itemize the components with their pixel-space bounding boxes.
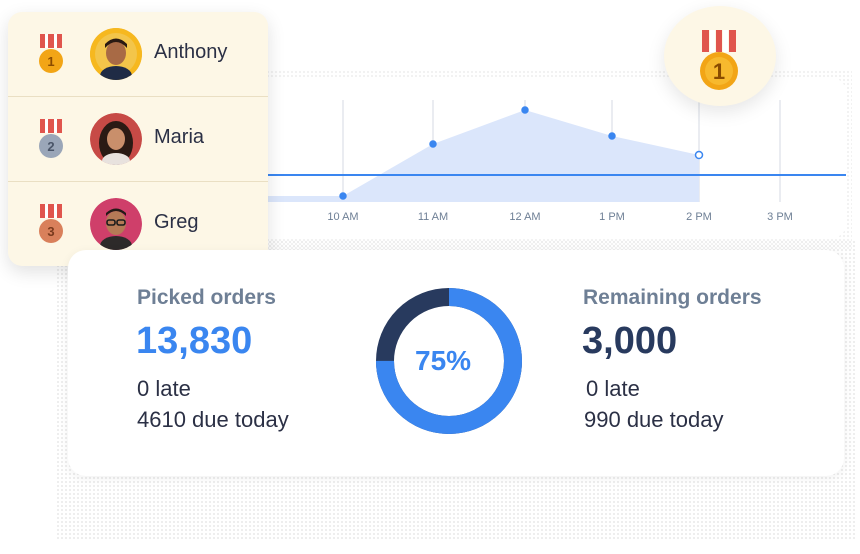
chart-point (521, 106, 529, 114)
chart-point (694, 150, 704, 160)
avatar-greg (90, 198, 142, 250)
avatar-maria (90, 113, 142, 165)
leaderboard-name: Greg (154, 211, 199, 233)
person-avatar-icon (90, 198, 142, 250)
person-avatar-icon (90, 113, 142, 165)
silver-medal-icon: 2 (39, 119, 63, 158)
leaderboard-row-3[interactable]: 3 Greg (8, 182, 268, 266)
x-tick-label: 2 PM (686, 211, 712, 223)
picked-orders-title: Picked orders (137, 286, 276, 309)
remaining-late-count: 0 late (586, 376, 640, 401)
picked-due-today: 4610 due today (137, 407, 289, 432)
award-badge: 1 (664, 6, 776, 106)
timeline-chart: 10 AM 11 AM 12 AM 1 PM 2 PM 3 PM (240, 100, 846, 223)
leaderboard-row-2[interactable]: 2 Maria (8, 97, 268, 182)
svg-text:1: 1 (47, 54, 54, 69)
remaining-due-today: 990 due today (584, 407, 724, 432)
person-avatar-icon (90, 28, 142, 80)
x-tick-label: 3 PM (767, 211, 793, 223)
x-tick-label: 12 AM (509, 211, 540, 223)
award-rank-number: 1 (713, 59, 725, 84)
chart-point (339, 192, 347, 200)
svg-text:2: 2 (47, 139, 54, 154)
chart-point (429, 140, 437, 148)
progress-donut (376, 288, 522, 434)
leaderboard-row-1[interactable]: 1 Anthony (8, 12, 268, 97)
timeline-chart-card: 10 AM 11 AM 12 AM 1 PM 2 PM 3 PM (240, 78, 846, 238)
chart-area (240, 110, 699, 202)
x-tick-label: 10 AM (327, 211, 358, 223)
row-divider (8, 96, 268, 97)
leaderboard-name: Anthony (154, 41, 228, 63)
donut-progress-arc (376, 288, 522, 434)
orders-summary-card: Picked orders 13,830 0 late 4610 due tod… (68, 250, 844, 476)
x-tick-label: 11 AM (418, 211, 448, 223)
svg-text:3: 3 (47, 224, 54, 239)
avatar-anthony (90, 28, 142, 80)
remaining-orders-value: 3,000 (582, 320, 678, 362)
gold-medal-icon: 1 (39, 34, 63, 73)
picked-orders-value: 13,830 (136, 320, 253, 362)
remaining-orders-title: Remaining orders (583, 286, 762, 309)
leaderboard-panel: 1 Anthony 2 (8, 12, 268, 266)
chart-point (608, 132, 616, 140)
x-tick-label: 1 PM (599, 211, 625, 223)
progress-percent-label: 75% (415, 345, 472, 376)
row-divider (8, 181, 268, 182)
bronze-medal-icon: 3 (39, 204, 63, 243)
picked-late-count: 0 late (137, 376, 191, 401)
leaderboard-name: Maria (154, 126, 205, 148)
gold-medal-icon: 1 (700, 30, 738, 90)
